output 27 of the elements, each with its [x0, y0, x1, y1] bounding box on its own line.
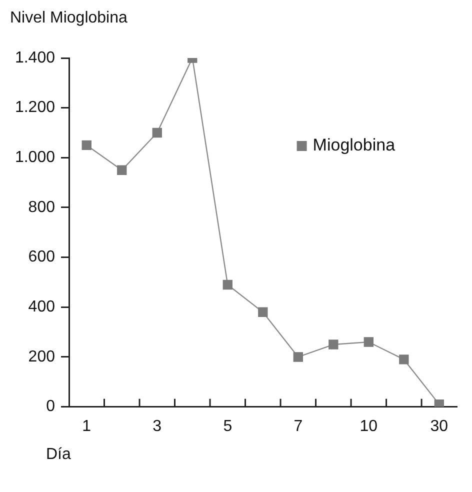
x-tick-label: 3	[152, 418, 162, 435]
y-tick-label: 1.200	[14, 99, 56, 116]
point	[222, 280, 232, 290]
x-tick-label: 7	[294, 418, 303, 435]
y-tick-label: 1.000	[14, 149, 56, 166]
y-tick-label: 400	[28, 298, 56, 316]
legend-label: Mioglobina	[312, 136, 396, 155]
point	[328, 340, 338, 350]
point	[364, 337, 374, 347]
point	[293, 352, 303, 362]
y-tick-label: 1.400	[14, 49, 56, 66]
x-tick-label: 1	[82, 418, 92, 435]
x-tick-label: 5	[223, 418, 232, 435]
y-axis-title: Nivel Mioglobina	[10, 9, 128, 26]
point	[399, 354, 409, 364]
x-axis-title: Día	[46, 446, 71, 464]
y-tick-label: 800	[28, 198, 56, 216]
x-tick-label: 10	[360, 418, 378, 435]
point	[117, 165, 127, 175]
point	[258, 307, 268, 317]
point	[82, 140, 92, 150]
y-tick-label: 200	[28, 348, 56, 366]
y-tick-label: 0	[46, 398, 56, 416]
y-tick-label: 600	[28, 248, 56, 266]
point	[434, 399, 444, 407]
x-tick-label: 30	[430, 418, 448, 435]
point	[152, 128, 162, 138]
